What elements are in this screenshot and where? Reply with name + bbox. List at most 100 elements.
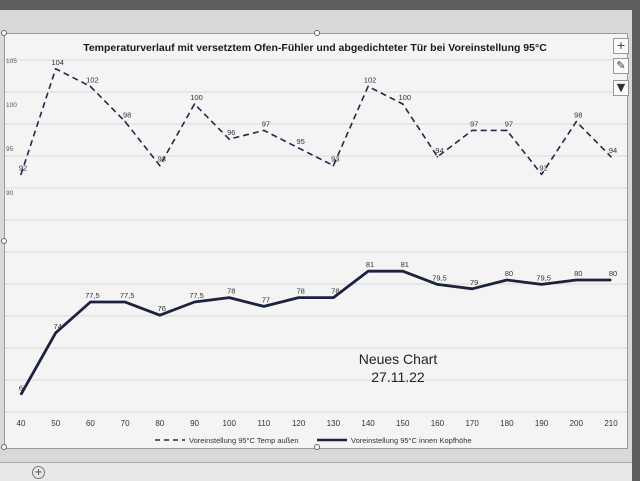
x-tick-label-1: 50 [51, 419, 60, 428]
add-sheet-button[interactable]: + [32, 466, 45, 479]
data-label-0-16: 98 [574, 111, 582, 120]
resize-handle-bottom-left[interactable] [1, 444, 7, 450]
data-label-0-15: 92 [539, 163, 547, 172]
data-label-1-12: 79,5 [432, 273, 447, 282]
x-tick-label-3: 70 [121, 419, 130, 428]
line-chart: Temperaturverlauf mit versetztem Ofen-Fü… [5, 42, 627, 445]
data-label-1-15: 79,5 [536, 273, 551, 282]
x-tick-label-11: 150 [396, 419, 410, 428]
data-label-0-3: 98 [123, 111, 131, 120]
data-label-0-0: 92 [19, 163, 27, 172]
data-label-0-17: 94 [609, 146, 617, 155]
data-point-1-12 [436, 283, 439, 286]
data-point-0-14 [506, 129, 508, 132]
data-point-1-2 [89, 301, 92, 303]
x-tick-label-4: 80 [155, 419, 164, 428]
data-point-0-2 [89, 85, 92, 88]
data-point-1-13 [471, 288, 473, 290]
data-point-0-0 [20, 173, 22, 176]
data-label-1-4: 76 [158, 304, 166, 313]
data-label-1-9: 78 [331, 287, 339, 296]
data-label-1-7: 77 [262, 295, 270, 304]
x-tick-label-14: 180 [500, 419, 514, 428]
data-label-0-14: 97 [505, 119, 513, 128]
data-point-1-5 [193, 301, 196, 303]
data-point-0-4 [159, 164, 161, 167]
series-layer [19, 67, 612, 396]
data-label-0-2: 102 [86, 75, 99, 84]
data-label-1-14: 80 [505, 269, 513, 278]
data-label-0-4: 93 [158, 155, 166, 164]
chart-title: Temperaturverlauf mit versetztem Ofen-Fü… [83, 42, 547, 54]
grid-lines [5, 59, 627, 413]
chart-object[interactable]: Temperaturverlauf mit versetztem Ofen-Fü… [1, 30, 628, 450]
x-tick-label-9: 130 [327, 419, 341, 428]
data-label-0-1: 104 [51, 58, 64, 67]
data-label-1-10: 81 [366, 260, 374, 269]
annotation-line-1: Neues Chart [359, 351, 438, 367]
y-tick-label-0: 105 [6, 58, 17, 65]
y-tick-label-1: 100 [6, 102, 17, 109]
data-point-0-9 [332, 164, 335, 167]
data-point-1-15 [540, 283, 543, 286]
data-label-0-9: 93 [331, 155, 339, 164]
data-point-0-5 [193, 103, 196, 105]
data-point-1-17 [610, 279, 612, 281]
data-label-0-10: 102 [364, 75, 377, 84]
x-tick-label-6: 100 [223, 419, 237, 428]
data-point-0-15 [540, 173, 543, 176]
chart-filter-button[interactable]: ▼ [613, 80, 629, 96]
data-label-1-2: 77,5 [85, 291, 100, 300]
data-label-1-8: 78 [296, 287, 304, 296]
data-point-1-16 [575, 279, 578, 281]
data-label-1-17: 80 [609, 269, 617, 278]
x-tick-label-0: 40 [17, 419, 26, 428]
data-point-0-16 [575, 120, 578, 123]
data-point-0-7 [263, 129, 265, 132]
data-point-0-11 [401, 103, 404, 105]
data-point-0-17 [610, 156, 612, 158]
series-line-1 [19, 269, 611, 396]
y-axis-tick-labels: 105 100 95 90 [6, 58, 17, 197]
x-tick-label-10: 140 [361, 419, 375, 428]
resize-handle-top[interactable] [314, 30, 320, 36]
data-label-0-6: 96 [227, 128, 235, 137]
data-point-1-9 [332, 296, 335, 299]
data-label-1-1: 74 [54, 322, 62, 331]
data-point-0-6 [228, 138, 231, 140]
annotation-line-2: 27.11.22 [371, 369, 425, 385]
data-point-1-10 [367, 270, 369, 272]
x-tick-label-15: 190 [535, 419, 549, 428]
chart-elements-button[interactable]: + [613, 38, 629, 54]
chart-styles-button[interactable]: ✎ [613, 58, 629, 74]
y-tick-label-2: 95 [6, 146, 14, 153]
data-label-1-0: 67 [19, 383, 27, 392]
data-point-0-12 [436, 156, 439, 158]
data-point-0-1 [54, 68, 57, 70]
data-label-0-5: 100 [190, 93, 203, 102]
resize-handle-top-left[interactable] [1, 30, 7, 36]
data-label-0-13: 97 [470, 119, 478, 128]
legend-label-outside: Voreinstellung 95°C Temp außen [189, 436, 299, 445]
data-label-0-11: 100 [399, 93, 412, 102]
data-label-0-8: 95 [296, 137, 304, 146]
data-point-0-10 [367, 85, 369, 88]
x-tick-label-5: 90 [190, 419, 199, 428]
data-point-1-3 [124, 301, 126, 303]
data-label-1-16: 80 [574, 269, 582, 278]
resize-handle-bottom[interactable] [314, 444, 320, 450]
x-tick-label-13: 170 [465, 419, 479, 428]
data-point-1-11 [401, 270, 404, 272]
data-point-0-13 [471, 129, 473, 132]
data-label-0-12: 94 [435, 146, 443, 155]
x-tick-label-7: 110 [258, 419, 271, 428]
x-tick-label-17: 210 [604, 419, 618, 428]
data-label-1-5: 77,5 [189, 291, 204, 300]
spreadsheet-window: Temperaturverlauf mit versetztem Ofen-Fü… [0, 10, 632, 481]
data-label-0-7: 97 [262, 119, 270, 128]
data-label-1-3: 77,5 [120, 291, 135, 300]
data-point-0-3 [124, 120, 126, 123]
resize-handle-left[interactable] [1, 238, 7, 244]
x-tick-label-8: 120 [292, 419, 306, 428]
data-point-1-0 [20, 393, 22, 396]
